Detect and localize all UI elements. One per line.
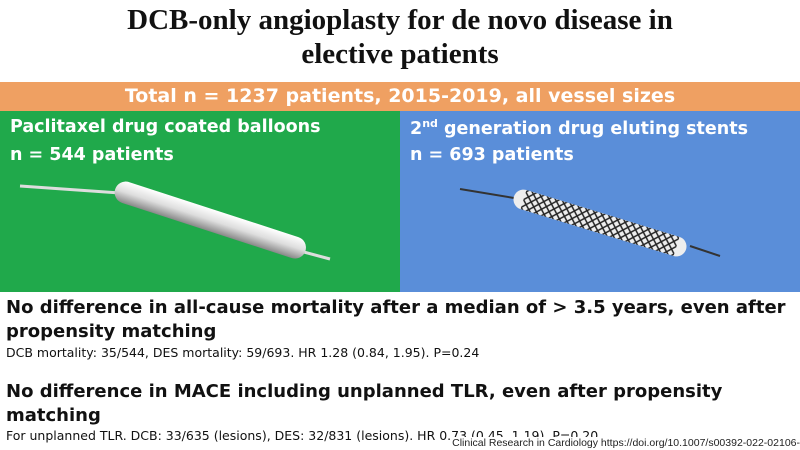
des-panel: 2nd generation drug eluting stents n = 6… (400, 111, 800, 292)
banner: Total n = 1237 patients, 2015-2019, all … (0, 82, 800, 111)
stent-illustration (459, 188, 721, 257)
panel-count: n = 544 patients (10, 145, 174, 165)
dcb-panel: Paclitaxel drug coated balloons n = 544 … (0, 111, 400, 292)
finding-detail: For unplanned TLR. DCB: 33/635 (lesions)… (6, 428, 599, 443)
panel-heading: Paclitaxel drug coated balloons (10, 117, 321, 137)
heading-text: generation drug eluting stents (444, 118, 748, 139)
finding-headline: No difference in all-cause mortality aft… (6, 297, 786, 342)
title-line: DCB-only angioplasty for de novo disease… (127, 4, 673, 36)
title-line: elective patients (301, 38, 499, 70)
panel-heading: 2nd generation drug eluting stents (410, 117, 748, 139)
citation: Clinical Research in Cardiology https://… (452, 437, 800, 449)
panel-count: n = 693 patients (410, 145, 574, 165)
finding-headline: No difference in MACE including unplanne… (6, 381, 723, 426)
finding-detail: DCB mortality: 35/544, DES mortality: 59… (6, 345, 480, 360)
balloon-illustration (19, 181, 331, 261)
ordinal-suffix: nd (422, 117, 438, 130)
ordinal: 2 (410, 118, 423, 139)
